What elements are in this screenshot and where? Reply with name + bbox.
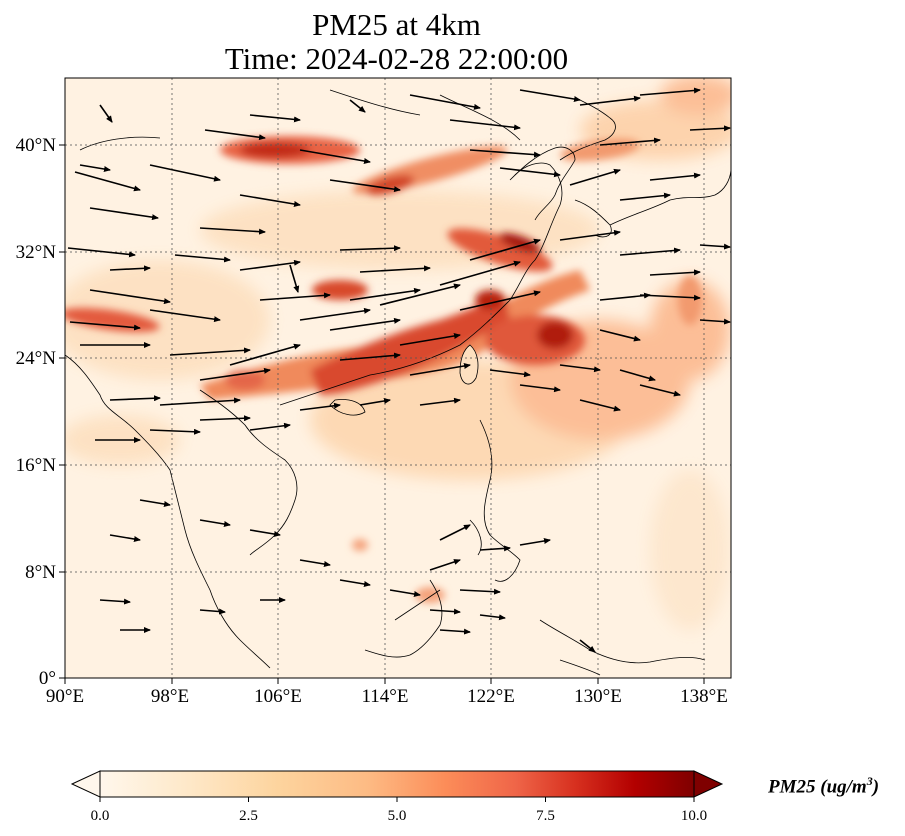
colorbar-tick-label: 0.0 bbox=[91, 808, 110, 824]
colorbar-max-extend bbox=[693, 770, 724, 798]
colorbar-tick-label: 10.0 bbox=[681, 808, 707, 824]
gridlines bbox=[65, 78, 731, 678]
wind-vectors bbox=[67, 87, 731, 653]
lon-tick-label: 130°E bbox=[574, 686, 622, 707]
colorbar: 0.0 2.5 5.0 7.5 10.0 bbox=[70, 770, 724, 824]
lon-tick-label: 98°E bbox=[151, 686, 189, 707]
colorbar-label: PM25 (ug/m3) bbox=[768, 774, 879, 798]
lon-axis: 90°E 98°E 106°E 114°E 122°E 130°E 138°E bbox=[46, 678, 728, 707]
lat-tick-label: 24°N bbox=[16, 348, 57, 369]
colorbar-tick-label: 5.0 bbox=[388, 808, 407, 824]
colorbar-label-superscript: 3 bbox=[866, 774, 873, 788]
colorbar-tick-label: 2.5 bbox=[239, 808, 258, 824]
lat-axis: 40°N 32°N 24°N 16°N 8°N 0° bbox=[16, 135, 65, 689]
colorbar-bar bbox=[99, 770, 695, 798]
colorbar-min-extend bbox=[70, 770, 101, 798]
lat-tick-label: 0° bbox=[39, 668, 56, 689]
lat-tick-label: 8°N bbox=[25, 562, 56, 583]
lon-tick-label: 90°E bbox=[46, 686, 84, 707]
colorbar-tick-label: 7.5 bbox=[536, 808, 555, 824]
colorbar-label-text: PM25 (ug/m bbox=[768, 776, 867, 798]
lon-tick-label: 106°E bbox=[254, 686, 302, 707]
colorbar-label-close: ) bbox=[872, 776, 880, 798]
pm25-field bbox=[65, 78, 731, 678]
lon-tick-label: 122°E bbox=[467, 686, 515, 707]
lon-tick-label: 114°E bbox=[362, 686, 409, 707]
map-title-line2: Time: 2024-02-28 22:00:00 bbox=[224, 41, 569, 76]
map-frame bbox=[64, 77, 732, 679]
map-title-line1: PM25 at 4km bbox=[312, 7, 481, 42]
lat-tick-label: 16°N bbox=[16, 455, 57, 476]
lat-tick-label: 32°N bbox=[16, 242, 57, 263]
lat-tick-label: 40°N bbox=[16, 135, 57, 156]
lon-tick-label: 138°E bbox=[680, 686, 728, 707]
